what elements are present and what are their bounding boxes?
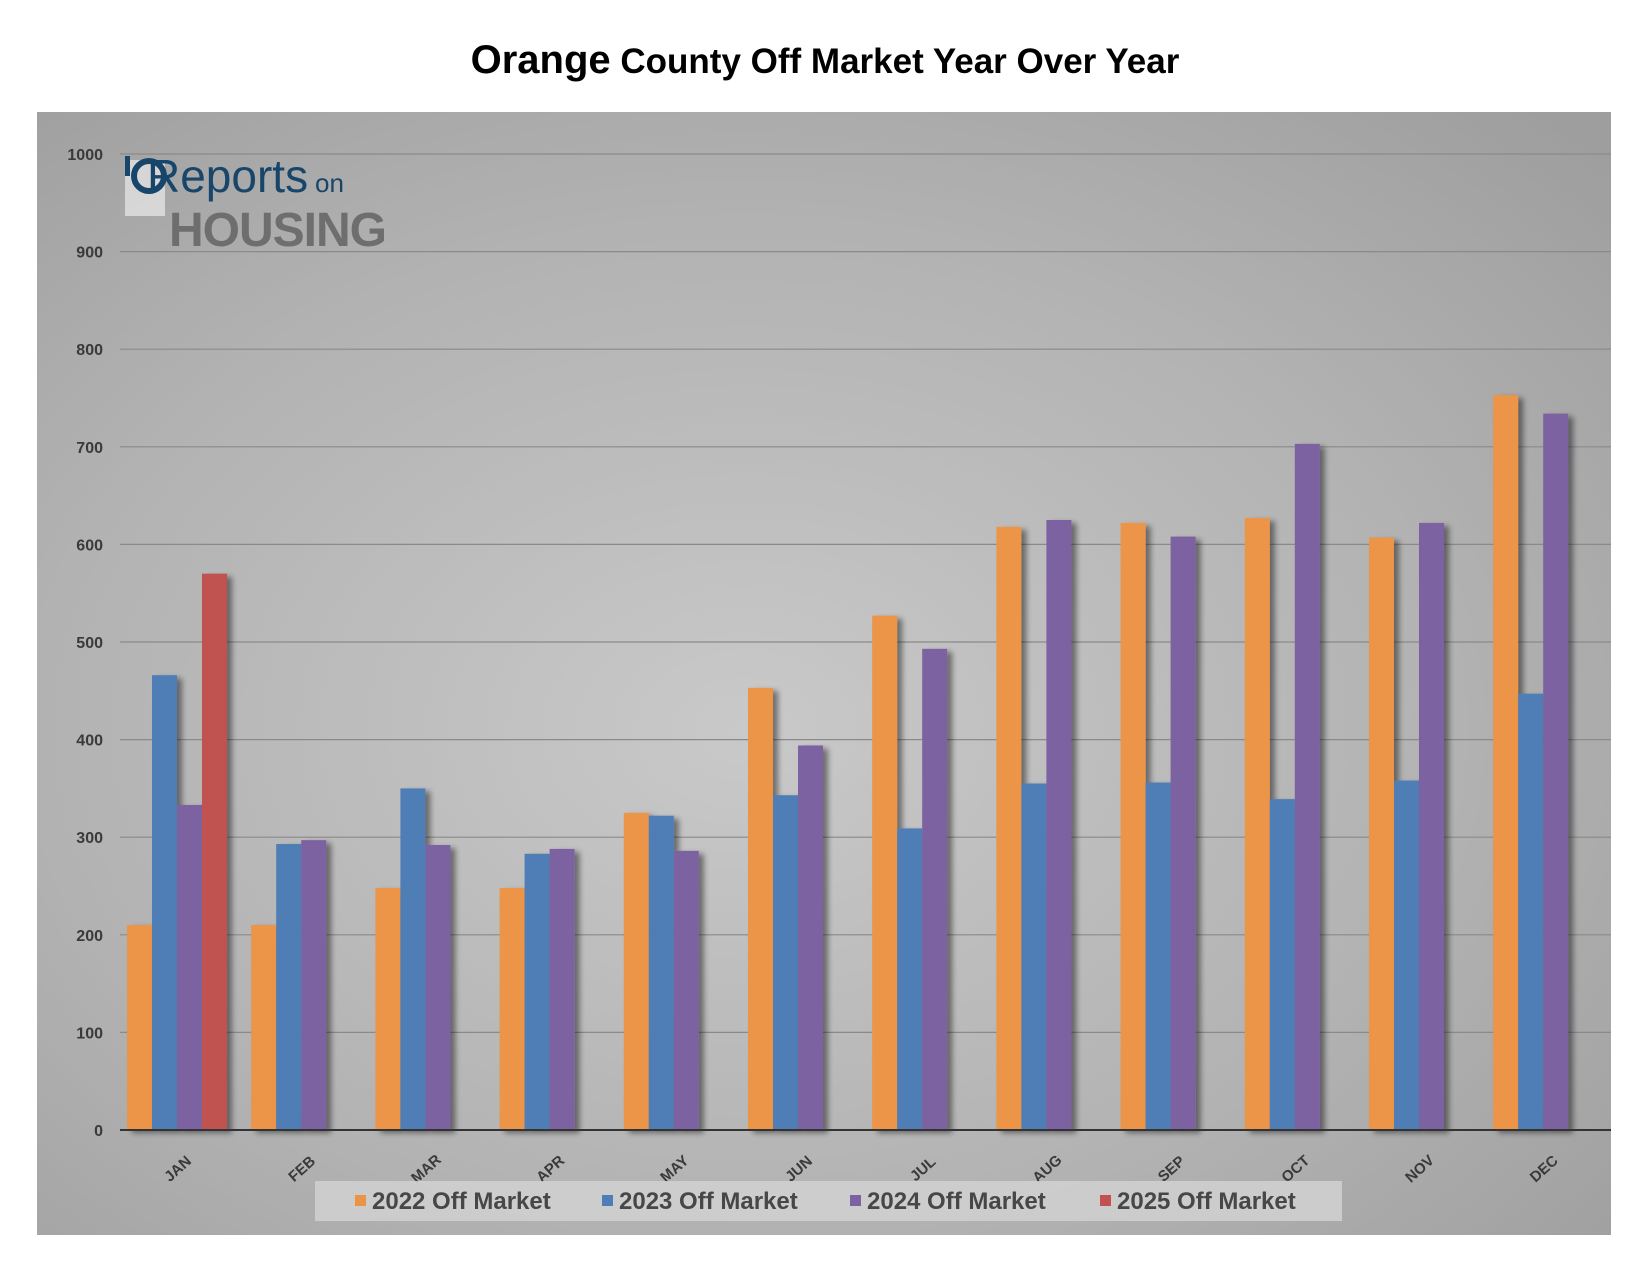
y-tick-label: 300 [76,830,103,847]
legend-swatch [1100,1195,1111,1206]
bar-2024-jun [798,745,823,1130]
logo-text-housing: HOUSING [169,204,386,257]
bar-2023-aug [1021,783,1047,1130]
legend-swatch [355,1195,366,1206]
y-tick-label: 1000 [67,147,103,164]
bar-2022-jul [872,615,898,1130]
y-tick-label: 0 [94,1123,103,1140]
bar-2023-jun [773,795,798,1130]
bar-2024-dec [1543,413,1569,1131]
bar-2022-sep [1120,522,1146,1130]
bar-2023-oct [1269,799,1295,1130]
bar-2024-apr [549,848,575,1130]
bar-2024-mar [425,845,451,1130]
bar-2024-nov [1419,522,1444,1130]
legend: 2022 Off Market 2023 Off Market 2024 Off M… [315,1181,1342,1221]
logo-text-reports: Reports [147,150,308,202]
bar-2023-nov [1394,780,1419,1130]
y-tick-label: 700 [76,440,103,457]
y-tick-label: 600 [76,537,103,554]
logo-mark-bar [125,156,130,176]
chart-title-part2: County Off Market Year Over Year [610,42,1180,81]
logo-text-on: on [315,168,344,198]
bar-2022-jun [748,687,773,1130]
legend-item: 2023 Off Market [602,1188,798,1215]
bar-2024-aug [1046,520,1072,1130]
chart-title-part1: Orange [470,38,611,82]
bar-2024-oct [1294,443,1320,1130]
bar-2023-jul [897,828,923,1130]
legend-swatch [850,1195,861,1206]
bar-2025-jan [202,573,227,1130]
bar-2024-sep [1170,536,1196,1130]
legend-label: 2025 Off Market [1117,1188,1296,1215]
y-axis-tick-labels: 0 100 200 300 400 500 600 700 800 900 1000 [67,147,103,1140]
y-tick-label: 900 [76,245,103,262]
bar-2022-oct [1244,518,1270,1130]
legend-item: 2025 Off Market [1100,1188,1296,1215]
bar-2023-jan [152,675,177,1130]
legend-item: 2022 Off Market [355,1188,551,1215]
legend-background [315,1181,1342,1221]
logo-magnifier-icon [131,158,167,194]
legend-label: 2024 Off Market [867,1188,1046,1215]
legend-label: 2023 Off Market [619,1188,798,1215]
bar-2024-jan [177,804,202,1130]
bar-2024-may [673,850,699,1130]
bar-2023-dec [1518,693,1544,1130]
bar-2023-feb [276,844,302,1130]
y-tick-label: 500 [76,635,103,652]
bar-2022-apr [499,887,525,1130]
bar-2023-apr [524,853,550,1130]
bar-2024-jul [922,648,948,1130]
reports-on-housing-logo: Reports on HOUSING [125,150,387,257]
bar-2022-jan [127,925,152,1130]
legend-item: 2024 Off Market [850,1188,1046,1215]
bar-2022-may [623,812,649,1130]
bar-2022-dec [1493,395,1519,1130]
y-tick-label: 400 [76,733,103,750]
bar-2024-feb [301,840,327,1130]
bar-2023-may [648,815,674,1130]
bar-2023-mar [400,788,426,1130]
bar-2022-nov [1369,537,1394,1130]
gridlines [120,153,1611,1034]
y-tick-label: 200 [76,928,103,945]
legend-swatch [602,1195,613,1206]
chart-title: Orange County Off Market Year Over Year [0,38,1650,83]
chart-area: 0 100 200 300 400 500 600 700 800 900 1000 JAN FEB M… [37,112,1611,1235]
bar-2022-mar [375,887,401,1130]
bar-2023-sep [1145,782,1171,1130]
bar-2022-feb [251,925,277,1130]
y-tick-label: 100 [76,1025,103,1042]
bar-2022-aug [996,526,1022,1130]
y-tick-label: 800 [76,342,103,359]
legend-label: 2022 Off Market [372,1188,551,1215]
bars [127,395,1569,1131]
